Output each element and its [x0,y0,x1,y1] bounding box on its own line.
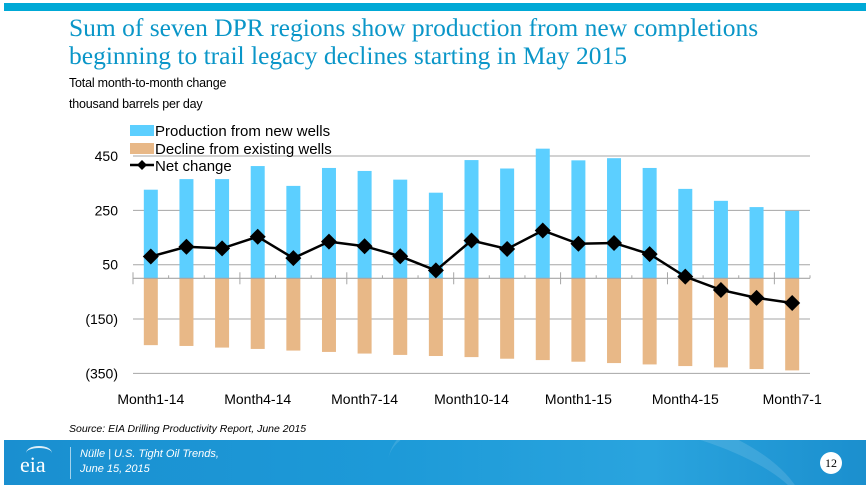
net-change-marker [356,238,373,255]
net-change-marker [570,235,587,252]
net-change-marker [392,248,409,265]
production-bar [428,192,443,279]
chart-units-label: thousand barrels per day [69,97,203,111]
production-bar [500,168,515,279]
decline-bar [215,278,230,348]
x-tick-label: Month4-14 [224,391,291,407]
footer-swoosh [375,440,817,485]
production-bar [143,189,158,279]
y-tick-label: (350) [85,365,118,381]
decline-bar [500,278,515,359]
x-tick-label: Month7-14 [331,391,398,407]
net-change-marker [178,238,195,255]
legend-swatch-decline [130,143,154,154]
net-change-marker [534,222,551,239]
decline-bar [286,278,301,351]
net-change-marker [784,295,801,312]
net-change-marker [499,240,516,257]
legend-swatch-production [130,125,154,136]
chart-subtitle-line1: Total month-to-month change [69,76,227,90]
net-change-marker [427,262,444,279]
y-axis-labels: 450 250 50 (150) (350) [85,148,118,381]
net-change-marker [249,228,266,245]
net-change-marker [214,240,231,257]
footer-separator [70,447,71,479]
eia-logo-arc-icon [26,446,52,460]
net-change-marker [142,248,159,265]
net-change-marker [677,268,694,285]
production-bar [250,166,265,279]
decline-bar [678,278,693,367]
net-change-marker [641,246,658,263]
legend-label-decline: Decline from existing wells [155,141,332,158]
production-bar [607,158,622,279]
y-tick-label: 250 [95,202,119,218]
decline-bar [713,278,728,368]
decline-bar [571,278,586,362]
y-tick-label: (150) [85,311,118,327]
net-change-marker [748,289,765,306]
x-tick-label: Month1-14 [117,391,184,407]
source-note: Source: EIA Drilling Productivity Report… [69,423,307,435]
x-tick-label: Month1-15 [545,391,612,407]
decline-bar [428,278,443,357]
decline-bar [143,278,158,346]
production-bar [678,188,693,279]
production-bar [464,160,479,279]
production-bar [749,207,764,279]
net-change-marker [285,250,302,267]
footer-presenter-title: Nülle | U.S. Tight Oil Trends, [80,448,219,460]
x-tick-label: Month7-1 [763,391,822,407]
eia-logo: eia [20,452,46,477]
decline-bar [321,278,336,352]
decline-bar [179,278,194,346]
y-tick-label: 50 [102,257,118,273]
footer-date: June 15, 2015 [80,463,150,475]
footer-bar: eia Nülle | U.S. Tight Oil Trends, June … [4,440,866,485]
decline-bar [393,278,408,355]
x-axis [132,272,811,285]
page-number: 12 [820,452,842,474]
net-change-marker [712,281,729,298]
net-change-marker [320,233,337,250]
production-bar [535,148,550,279]
y-tick-label: 450 [95,148,119,164]
production-bar [785,210,800,279]
legend-label-net: Net change [155,158,232,175]
decline-bar [250,278,265,349]
production-bar [179,179,194,279]
decline-bar [607,278,622,364]
decline-bar [642,278,657,365]
production-bar [713,200,728,279]
net-change-marker [606,234,623,251]
top-accent-bar [4,3,866,11]
decline-bar [464,278,479,358]
production-bar [321,167,336,279]
production-bar [215,179,230,279]
decline-bar [535,278,550,361]
production-bar [571,160,586,279]
legend-marker-net [137,160,147,170]
decline-bar [785,278,800,371]
production-bar [357,170,372,279]
legend-label-production: Production from new wells [155,123,330,140]
net-change-marker [463,232,480,249]
bars [143,148,800,371]
slide-title: Sum of seven DPR regions show production… [69,13,759,70]
x-axis-labels: Month1-14 Month4-14 Month7-14 Month10-14 Mon… [117,391,822,407]
net-change-line [142,222,801,312]
decline-bar [357,278,372,354]
x-tick-label: Month10-14 [434,391,509,407]
x-tick-label: Month4-15 [652,391,719,407]
